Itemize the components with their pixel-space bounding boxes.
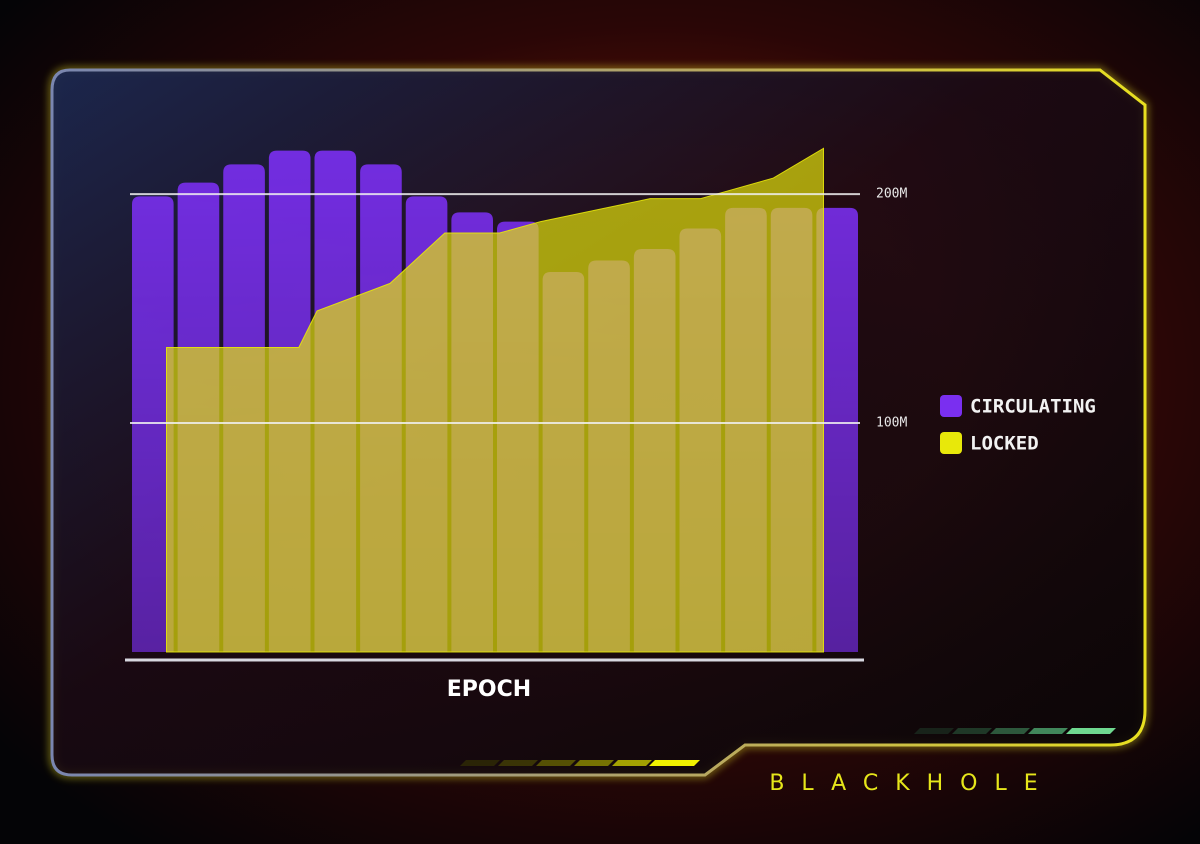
grid: 100M 200M — [130, 187, 907, 431]
legend-label: CIRCULATING — [970, 396, 1096, 418]
y-tick-label: 100M — [876, 416, 907, 431]
bar — [132, 196, 174, 653]
x-axis-label: EPOCH — [447, 677, 531, 702]
y-tick-label: 200M — [876, 187, 907, 202]
legend-swatch — [940, 432, 962, 454]
bar — [816, 207, 858, 652]
decor-segments — [460, 728, 1116, 766]
area — [166, 147, 824, 653]
legend-label: LOCKED — [970, 433, 1039, 455]
areas — [166, 147, 824, 653]
legend-swatch — [940, 395, 962, 417]
plot: 100M 200M — [130, 147, 907, 653]
brand-logo: BLACKHOLE — [769, 771, 1054, 796]
